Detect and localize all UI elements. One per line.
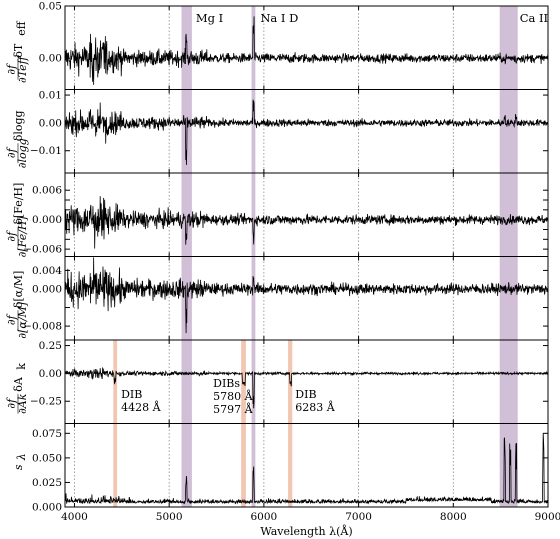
y-label-den-p4: ∂[α/M] — [16, 301, 29, 338]
y-tick-label-p2-0: −0.01 — [30, 145, 62, 157]
series-line-panel-4 — [64, 257, 549, 334]
y-axis-label-p3: ∂f∂[Fe/H]δ[Fe/H] — [5, 183, 29, 258]
y-label-num-p1: ∂f — [5, 63, 18, 75]
y-tick-label-p6-2: 0.050 — [32, 452, 62, 464]
y-label-den-p1: ∂Teff — [16, 54, 29, 83]
y-tick-label-p6-0: 0.000 — [32, 502, 62, 514]
y-label-den-p3: ∂[Fe/H] — [16, 215, 29, 257]
y-label-fraction-p3: ∂f∂[Fe/H] — [5, 215, 29, 257]
y-label-sub-p6: λ — [15, 453, 28, 461]
x-tick-label-1: 5000 — [156, 511, 183, 523]
y-label-num-p5: ∂f — [5, 397, 18, 409]
series-line-panel-1 — [64, 16, 549, 85]
y-label-main-p2: δlogg — [12, 110, 25, 141]
x-tick-label-2: 6000 — [251, 511, 278, 523]
y-axis-label-p6: sλ — [12, 453, 28, 470]
y-tick-label-p4-3: 0.004 — [32, 265, 62, 277]
y-label-fraction-p4: ∂f∂[α/M] — [5, 301, 29, 338]
y-axis-label-p4: ∂f∂[α/M]δ[α/M] — [5, 271, 29, 339]
y-tick-label-p4-2: 0.000 — [32, 283, 62, 295]
x-axis-title: Wavelength λ(Å) — [260, 524, 352, 538]
region-label-2: Ca II — [520, 11, 548, 25]
y-label-num-p3: ∂f — [5, 230, 18, 242]
y-tick-label-p2-1: 0.00 — [39, 117, 62, 129]
y-label-main-p5: δA — [12, 376, 25, 392]
y-label-main-p6: s — [12, 464, 25, 470]
y-tick-label-p1-0: 0.00 — [39, 53, 62, 65]
dib-label-0-1: 4428 Å — [121, 400, 161, 414]
y-tick-label-p3-3: 0.000 — [32, 214, 62, 226]
x-tick-label-3: 7000 — [345, 511, 372, 523]
y-label-num-p4: ∂f — [5, 313, 18, 325]
region-label-0: Mg I — [196, 11, 223, 25]
dib-label-1-0: DIBs — [213, 377, 240, 390]
y-tick-label-p1-1: 0.05 — [39, 1, 62, 13]
region-label-1: Na I D — [260, 11, 298, 25]
y-label-sub-p1: eff — [15, 20, 28, 36]
y-label-main-p4: δ[α/M] — [12, 271, 25, 309]
y-label-den-p5: ∂Ak — [16, 393, 29, 414]
y-tick-label-p2-2: 0.01 — [39, 90, 62, 102]
panel-frame-4 — [64, 256, 549, 341]
y-tick-label-p3-0: −0.006 — [23, 244, 62, 256]
y-label-fraction-p2: ∂f∂logg — [5, 138, 29, 168]
y-label-main-p3: δ[Fe/H] — [12, 183, 25, 225]
dib-label-2-1: 6283 Å — [295, 400, 335, 414]
series-line-panel-5 — [64, 367, 549, 409]
panel-frame-1 — [64, 5, 549, 90]
y-label-fraction-p5: ∂f∂Ak — [5, 393, 29, 414]
x-tick-label-4: 8000 — [440, 511, 467, 523]
series-line-panel-6 — [64, 433, 549, 505]
y-label-sub-p5: k — [15, 363, 28, 370]
x-tick-label-0: 4000 — [61, 511, 88, 523]
y-tick-label-p3-6: 0.006 — [32, 185, 62, 197]
y-tick-label-p5-2: 0.25 — [39, 340, 62, 352]
dib-label-1-2: 5797 Å — [213, 402, 253, 416]
dib-label-2-0: DIB — [295, 388, 316, 401]
y-tick-label-p4-0: −0.008 — [23, 321, 62, 333]
y-label-main-p1: δT — [12, 43, 25, 58]
y-tick-label-p6-1: 0.025 — [32, 477, 62, 489]
panel-frame-2 — [64, 89, 549, 174]
y-tick-label-p5-0: −0.25 — [30, 396, 62, 408]
series-line-panel-2 — [64, 99, 549, 165]
panel-frame-6 — [64, 423, 549, 508]
dib-label-1-1: 5780 Å — [213, 389, 253, 403]
x-tick-label-5: 9000 — [535, 511, 560, 523]
series-line-panel-3 — [64, 196, 549, 249]
dib-label-0-0: DIB — [121, 388, 142, 401]
y-label-num-p2: ∂f — [5, 146, 18, 158]
y-tick-label-p6-3: 0.075 — [32, 428, 62, 440]
y-tick-label-p5-1: 0.00 — [39, 368, 62, 380]
y-label-den-p2: ∂logg — [16, 138, 29, 168]
y-label-fraction-p1: ∂f∂Teff — [5, 54, 29, 83]
